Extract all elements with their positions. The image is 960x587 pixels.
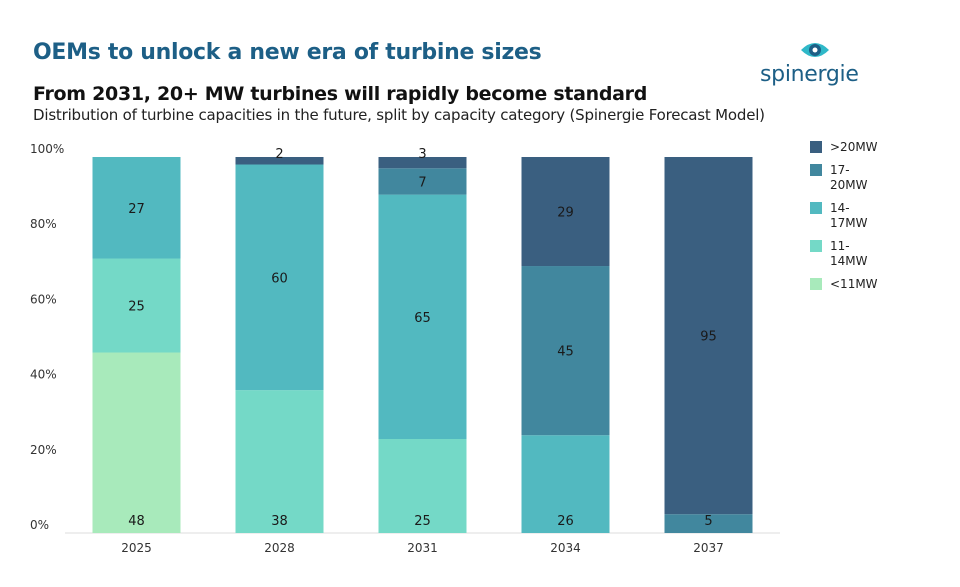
legend-swatch — [810, 202, 822, 214]
data-label: 38 — [271, 514, 288, 529]
data-label: 60 — [271, 271, 288, 286]
data-label: 45 — [557, 345, 574, 360]
data-label: 65 — [414, 311, 431, 326]
bar-segment — [664, 514, 753, 533]
data-label: 95 — [700, 330, 717, 345]
legend-swatch — [810, 141, 822, 153]
legend-label: 11-14MW — [830, 239, 868, 268]
x-tick-label: 2028 — [264, 541, 295, 555]
bar-segment — [521, 157, 610, 267]
y-tick-label: 60% — [30, 292, 57, 306]
chart-description: Distribution of turbine capacities in th… — [33, 106, 765, 124]
y-tick-label: 100% — [30, 142, 64, 156]
legend-swatch — [810, 278, 822, 290]
data-label: 26 — [557, 514, 574, 529]
bar-segment — [92, 157, 181, 259]
chart-legend: >20MW 17-20MW 14-17MW 11-14MW <11MW — [810, 140, 930, 300]
legend-label: >20MW — [830, 140, 878, 154]
bar-segment — [235, 390, 324, 533]
data-label: 48 — [128, 514, 145, 529]
x-tick-label: 2025 — [121, 541, 152, 555]
bar-segment — [378, 194, 467, 439]
bar-segment — [378, 439, 467, 533]
bar-segment — [92, 258, 181, 353]
data-label: 3 — [418, 147, 426, 162]
chart-subtitle: From 2031, 20+ MW turbines will rapidly … — [33, 83, 648, 105]
data-label: 7 — [418, 175, 426, 190]
y-tick-label: 80% — [30, 217, 57, 231]
bar-segment — [92, 352, 181, 533]
legend-swatch — [810, 240, 822, 252]
legend-label: 17-20MW — [830, 163, 868, 192]
legend-item: 17-20MW — [810, 163, 930, 193]
y-tick-label: 40% — [30, 368, 57, 382]
legend-item: >20MW — [810, 140, 930, 155]
bar-segment — [521, 435, 610, 533]
spinergie-logo: spinergie — [760, 38, 870, 90]
bar-segment — [378, 157, 467, 169]
y-tick-label: 20% — [30, 443, 57, 457]
data-label: 27 — [128, 202, 145, 217]
x-tick-label: 2031 — [407, 541, 438, 555]
legend-label: 14-17MW — [830, 201, 868, 230]
legend-label: <11MW — [830, 277, 878, 291]
legend-item: 11-14MW — [810, 239, 930, 269]
chart-title: OEMs to unlock a new era of turbine size… — [33, 40, 542, 65]
data-label: 29 — [557, 206, 574, 221]
bar-segment — [521, 266, 610, 436]
data-label: 2 — [275, 147, 283, 162]
y-tick-label: 0% — [30, 518, 49, 532]
bar-segment — [664, 157, 753, 515]
legend-swatch — [810, 164, 822, 176]
data-label: 5 — [704, 514, 712, 529]
eye-icon — [801, 43, 829, 57]
x-tick-label: 2034 — [550, 541, 581, 555]
bar-segment — [235, 157, 324, 165]
data-label: 25 — [128, 300, 145, 315]
bar-segment — [235, 164, 324, 391]
data-label: 25 — [414, 514, 431, 529]
bar-segment — [378, 168, 467, 195]
x-tick-label: 2037 — [693, 541, 724, 555]
legend-item: <11MW — [810, 277, 930, 292]
legend-item: 14-17MW — [810, 201, 930, 231]
logo-text: spinergie — [760, 62, 859, 87]
